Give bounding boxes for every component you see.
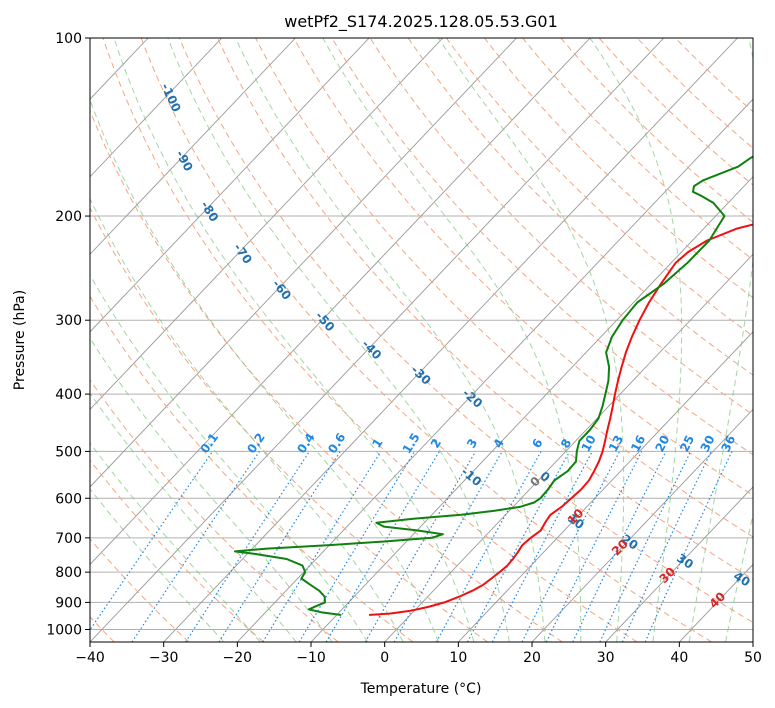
isotherm-line xyxy=(90,38,517,488)
plot-frame xyxy=(89,37,754,643)
moist-adiabat-line xyxy=(90,98,439,642)
isotherm-line xyxy=(163,38,738,642)
y-tick-label: 600 xyxy=(55,491,82,507)
x-tick-label: 20 xyxy=(523,650,541,666)
dry-adiabat-line xyxy=(90,109,563,642)
isotherm-line xyxy=(458,331,753,642)
y-tick-label: 200 xyxy=(55,209,82,225)
isotherm-line xyxy=(90,38,296,255)
isotherm-line xyxy=(605,486,753,642)
moist-adiabat-line xyxy=(589,38,683,642)
moist-adiabat-line xyxy=(688,38,753,642)
moist-adiabat-line xyxy=(167,38,510,642)
mixing-ratio-line xyxy=(218,451,341,642)
y-tick-label: 900 xyxy=(55,595,82,611)
dry-adiabat-line xyxy=(407,38,753,376)
dry-adiabat-line xyxy=(140,38,712,642)
moist-adiabat-line xyxy=(90,392,297,642)
moist-adiabat-line xyxy=(90,337,333,642)
y-axis: 100 200 300 400 500 600 700 800 900 1000 xyxy=(46,31,90,638)
y-tick-label: 300 xyxy=(55,313,82,329)
dry-adiabat-line xyxy=(90,459,264,642)
x-tick-label: 40 xyxy=(670,650,688,666)
isotherm-line xyxy=(90,38,370,333)
x-tick-label: −20 xyxy=(223,650,253,666)
x-tick-label: 10 xyxy=(449,650,467,666)
mixing-ratio-label: 16 xyxy=(628,433,648,454)
isotherm-line xyxy=(237,98,753,642)
mixing-ratio-line xyxy=(185,451,310,642)
mixing-ratio-label: 36 xyxy=(718,433,738,454)
dry-adiabat-line xyxy=(331,38,753,456)
mixing-ratio-line xyxy=(435,451,542,642)
moist-adiabat-line xyxy=(90,442,261,642)
moist-adiabat-line xyxy=(235,38,546,642)
mixing-ratio-line xyxy=(545,451,643,642)
dry-adiabat-line xyxy=(369,38,753,416)
moist-adiabat-line xyxy=(725,512,753,642)
chart-title: wetPf2_S174.2025.128.05.53.G01 xyxy=(284,12,558,32)
mixing-ratio-label: 25 xyxy=(677,433,697,454)
y-tick-label: 400 xyxy=(55,387,82,403)
mixing-ratio-label: 20 xyxy=(652,433,672,454)
x-tick-label: −30 xyxy=(149,650,179,666)
x-tick-label: −40 xyxy=(75,650,105,666)
dry-adiabat-line xyxy=(90,206,488,642)
mixing-ratio-line xyxy=(298,451,416,642)
temperature-profile-line xyxy=(368,223,753,616)
moist-adiabat-line xyxy=(90,273,369,642)
dry-adiabat-line xyxy=(90,295,414,642)
isotherm-line xyxy=(384,253,753,642)
x-tick-label: 50 xyxy=(744,650,762,666)
dry-adiabat-line xyxy=(255,38,753,538)
mixing-ratio-line xyxy=(131,451,260,642)
isotherm-line xyxy=(90,38,591,566)
y-tick-label: 700 xyxy=(55,531,82,547)
dry-adiabat-line xyxy=(293,38,753,497)
mixing-ratio-label: 30 xyxy=(698,433,718,454)
mixing-ratio-line xyxy=(90,451,214,631)
isotherm-line xyxy=(90,38,444,411)
profile-series xyxy=(234,155,753,616)
isotherm-line xyxy=(90,38,665,642)
background-reference-lines xyxy=(90,38,753,642)
y-tick-label: 800 xyxy=(55,565,82,581)
mixing-ratio-line xyxy=(521,451,621,642)
dry-adiabat-line xyxy=(102,38,638,642)
y-tick-label: 100 xyxy=(55,31,82,47)
y-axis-title: Pressure (hPa) xyxy=(12,290,28,390)
dry-adiabat-line xyxy=(217,38,753,580)
dry-adiabat-line xyxy=(90,538,190,642)
x-tick-label: −10 xyxy=(296,650,326,666)
dry-adiabat-line xyxy=(445,38,753,337)
moist-adiabat-line xyxy=(322,38,582,642)
x-axis-title: Temperature (°C) xyxy=(360,681,482,697)
mixing-ratio-line xyxy=(644,451,733,642)
mixing-ratio-line xyxy=(393,451,503,642)
mixing-ratio-label: 10 xyxy=(579,433,599,454)
mixing-ratio-label: 13 xyxy=(606,433,626,454)
dewpoint-profile-line xyxy=(234,155,753,616)
x-tick-label: 30 xyxy=(597,650,615,666)
x-tick-label: 0 xyxy=(380,650,389,666)
mixing-ratio-line xyxy=(262,451,382,642)
y-tick-label: 500 xyxy=(55,444,82,460)
y-tick-label: 1000 xyxy=(46,622,82,638)
dry-adiabat-line xyxy=(178,38,753,624)
x-axis: −40 −30 −20 −10 0 10 20 30 40 50 xyxy=(75,642,762,666)
moist-adiabat-line xyxy=(113,38,475,642)
isotherm-line xyxy=(531,408,753,642)
isotherm-line xyxy=(90,38,223,178)
